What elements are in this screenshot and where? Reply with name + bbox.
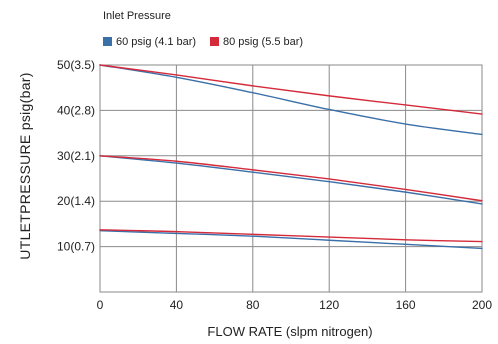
x-tick-labels: 0 40 80 120 160 200: [97, 298, 493, 312]
y-tick-label: 20(1.4): [57, 194, 95, 208]
legend-item-60-psig: 60 psig (4.1 bar): [103, 36, 196, 48]
x-tick-label: 40: [170, 298, 184, 312]
x-axis-title: FLOW RATE (slpm nitrogen): [207, 324, 372, 339]
y-tick-labels: 10(0.7) 20(1.4) 30(2.1) 40(2.8) 50(3.5): [57, 58, 95, 254]
series-line-80-psig-curve-1: [99, 64, 483, 115]
x-tick-label: 120: [319, 298, 339, 312]
series-line-60-psig-curve-1: [99, 64, 483, 136]
legend-swatch-60-psig: [103, 37, 112, 46]
series-layer: [99, 64, 483, 250]
legend-label-60-psig: 60 psig (4.1 bar): [116, 36, 196, 48]
legend-title: Inlet Pressure: [103, 10, 171, 22]
x-tick-label: 80: [246, 298, 260, 312]
y-tick-label: 10(0.7): [57, 240, 95, 254]
plot-frame: [99, 64, 483, 293]
y-axis-title: UTLETPRESSURE psig(bar): [17, 72, 33, 259]
legend-label-80-psig: 80 psig (5.5 bar): [223, 36, 303, 48]
legend: Inlet Pressure 60 psig (4.1 bar) 80 psig…: [103, 10, 303, 48]
legend-item-80-psig: 80 psig (5.5 bar): [210, 36, 303, 48]
grid-lines: [99, 64, 483, 292]
y-tick-label: 40(2.8): [57, 103, 95, 117]
x-tick-label: 200: [472, 298, 492, 312]
series-line-60-psig-curve-2: [99, 155, 483, 205]
series-line-60-psig-curve-3: [99, 230, 483, 250]
legend-swatch-80-psig: [210, 37, 219, 46]
series-line-80-psig-curve-2: [99, 155, 483, 202]
y-tick-label: 50(3.5): [57, 58, 95, 72]
y-tick-label: 30(2.1): [57, 149, 95, 163]
series-line-80-psig-curve-3: [99, 229, 483, 243]
x-tick-label: 0: [97, 298, 104, 312]
x-tick-label: 160: [396, 298, 416, 312]
